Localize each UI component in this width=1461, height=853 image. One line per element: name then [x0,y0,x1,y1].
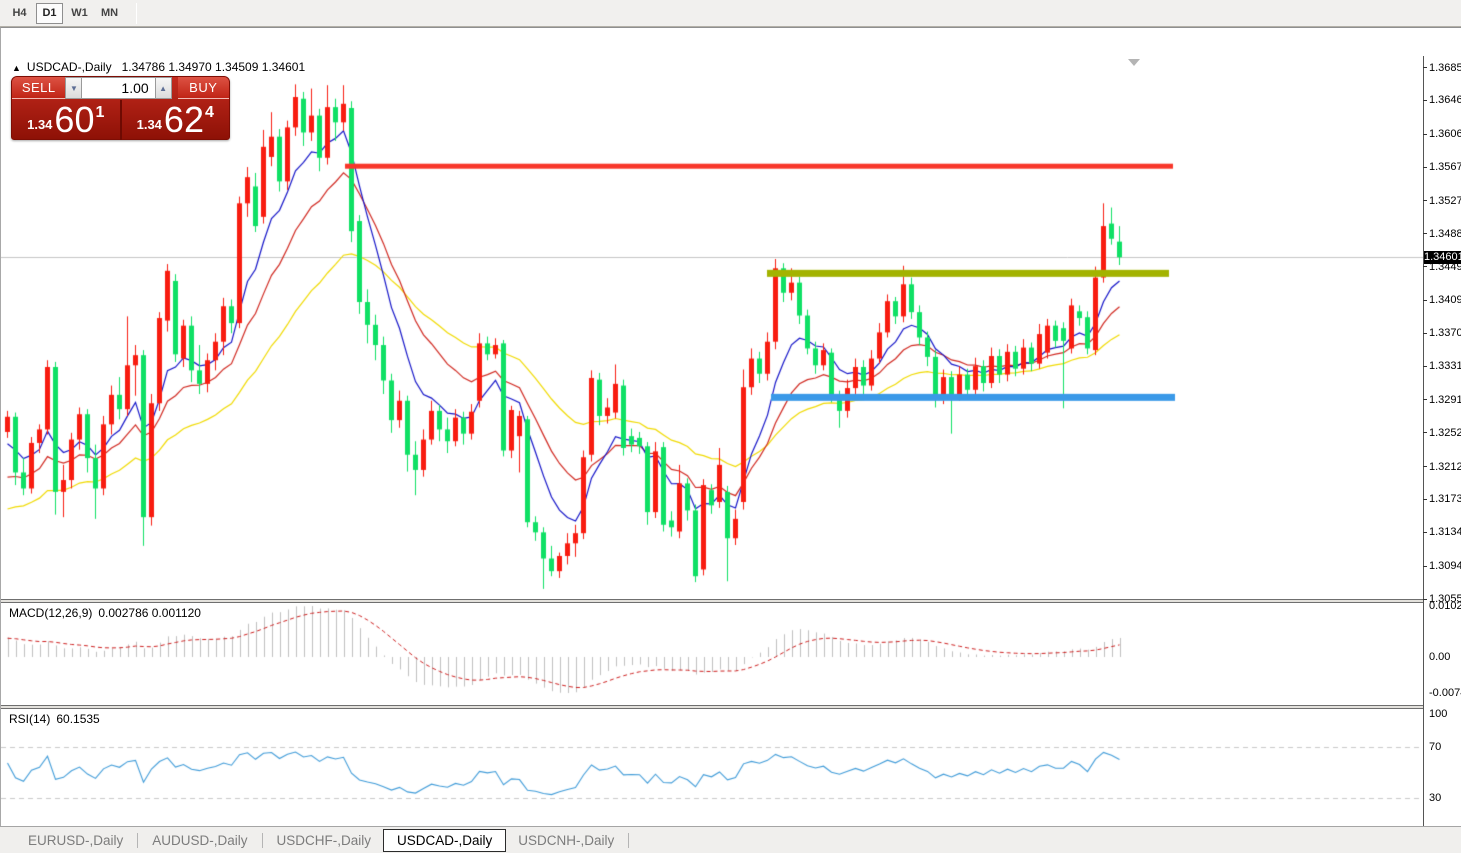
price-axis-label: 1.30940 [1429,560,1461,573]
price-axis-label: 1.35670 [1429,161,1461,174]
trade-panel-quotes: 1.34 60 1 1.34 62 4 [12,100,229,140]
timeframe-group: H4 D1 W1 MN [6,2,126,24]
rsi-name: RSI(14) [9,712,51,726]
price-axis-tick [1423,399,1427,401]
price-axis-tick [1423,299,1427,301]
macd-name: MACD(12,26,9) [9,606,93,620]
tab-separator [628,832,630,848]
price-axis-tick [1423,565,1427,567]
sell-price-display[interactable]: 1.34 60 1 [12,100,122,140]
price-axis-tick [1423,432,1427,434]
lot-decrease-button[interactable]: ▼ [65,77,83,99]
trade-panel-controls: SELL ▼ 1.00 ▲ BUY [12,77,230,99]
chart-shift-marker-icon[interactable] [1128,59,1140,66]
buy-price-pip: 4 [204,104,214,121]
chart-title: ▲ USDCAD-,Daily 1.34786 1.34970 1.34509 1.… [12,60,305,74]
macd-scale-label: -0.00747 [1429,687,1461,699]
sell-price-main: 60 [54,99,95,140]
sell-price-prefix: 1.34 [27,117,53,132]
chart-symbol-period: USDCAD-,Daily [26,60,112,74]
buy-button[interactable]: BUY [177,77,230,99]
toolbar-separator [136,2,137,24]
chart-tab-usdchf[interactable]: USDCHF-,Daily [276,832,372,848]
macd-scale-label: 0.010225 [1429,600,1461,612]
price-axis-label: 1.36060 [1429,128,1461,141]
price-axis-label: 1.32910 [1429,393,1461,406]
rsi-scale-label: 100 [1429,708,1448,720]
panel-divider[interactable] [1,599,1461,603]
timeframe-toolbar: H4 D1 W1 MN [0,0,1461,27]
collapse-panel-icon[interactable]: ▲ [12,63,21,73]
price-axis-tick [1423,200,1427,202]
chart-tab-audusd[interactable]: AUDUSD-,Daily [152,832,248,848]
chart-tab-bar: EURUSD-,Daily AUDUSD-,Daily USDCHF-,Daily U… [0,826,1461,853]
price-axis-label: 1.36460 [1429,94,1461,107]
chart-tab-usdcnh[interactable]: USDCNH-,Daily [518,832,615,848]
tab-separator [137,832,139,848]
price-axis-label: 1.32120 [1429,460,1461,473]
rsi-scale-label: 70 [1429,741,1442,753]
main-chart-canvas[interactable] [1,56,1423,599]
chart-tab-eurusd[interactable]: EURUSD-,Daily [28,832,124,848]
price-axis-tick [1423,99,1427,101]
macd-scale-label: 0.00 [1429,651,1451,663]
panel-divider[interactable] [1,705,1461,709]
buy-price-display[interactable]: 1.34 62 4 [122,100,230,140]
lot-size-input[interactable]: 1.00 [82,77,155,99]
price-axis-label: 1.35270 [1429,194,1461,207]
macd-values: 0.002786 0.001120 [98,606,201,620]
current-price-badge: 1.34601 [1424,250,1461,264]
rsi-value: 60.1535 [56,712,100,726]
price-axis-tick [1423,365,1427,367]
timeframe-button-w1[interactable]: W1 [71,6,88,19]
price-axis-label: 1.33310 [1429,360,1461,373]
price-axis-label: 1.34090 [1429,294,1461,307]
price-axis-label: 1.31340 [1429,526,1461,539]
price-axis-label: 1.33700 [1429,327,1461,340]
price-axis-tick [1423,466,1427,468]
timeframe-button-d1[interactable]: D1 [36,2,63,24]
price-axis-tick [1423,531,1427,533]
price-axis-tick [1423,67,1427,68]
chart-ohlc-readout: 1.34786 1.34970 1.34509 1.34601 [121,60,306,74]
buy-price-main: 62 [163,99,204,140]
one-click-trading-panel: SELL ▼ 1.00 ▲ BUY 1.34 60 1 1.34 62 4 [11,76,230,140]
timeframe-button-h4[interactable]: H4 [12,6,27,19]
price-axis-tick [1423,266,1427,268]
price-axis-tick [1423,332,1427,334]
macd-panel-canvas[interactable] [1,603,1423,705]
price-axis-tick [1423,598,1427,600]
price-axis-tick [1423,498,1427,500]
timeframe-button-mn[interactable]: MN [100,6,119,19]
price-axis-label: 1.31730 [1429,493,1461,506]
price-axis-separator [1423,56,1424,853]
rsi-scale-label: 30 [1429,792,1442,804]
price-axis-label: 1.34880 [1429,227,1461,240]
sell-button[interactable]: SELL [12,77,66,99]
sell-price-pip: 1 [95,104,105,121]
price-axis-tick [1423,166,1427,168]
chart-window: ▲ USDCAD-,Daily 1.34786 1.34970 1.34509 1.… [0,27,1461,853]
rsi-label: RSI(14) 60.1535 [9,712,100,726]
macd-label: MACD(12,26,9) 0.002786 0.001120 [9,606,201,620]
buy-price-prefix: 1.34 [136,117,162,132]
price-axis-tick [1423,133,1427,135]
rsi-panel-canvas[interactable] [1,709,1423,832]
chart-tab-usdcad[interactable]: USDCAD-,Daily [383,828,507,852]
price-axis-tick [1423,233,1427,235]
lot-increase-button[interactable]: ▲ [154,77,172,99]
price-axis-label: 1.32520 [1429,426,1461,439]
price-axis-label: 1.34490 [1429,260,1461,273]
price-axis-label: 1.36850 [1429,61,1461,74]
tab-separator [261,832,263,848]
price-axis[interactable]: 1.34601 1.36850 1.36460 1.36060 1.35670 1.35… [1423,56,1461,837]
